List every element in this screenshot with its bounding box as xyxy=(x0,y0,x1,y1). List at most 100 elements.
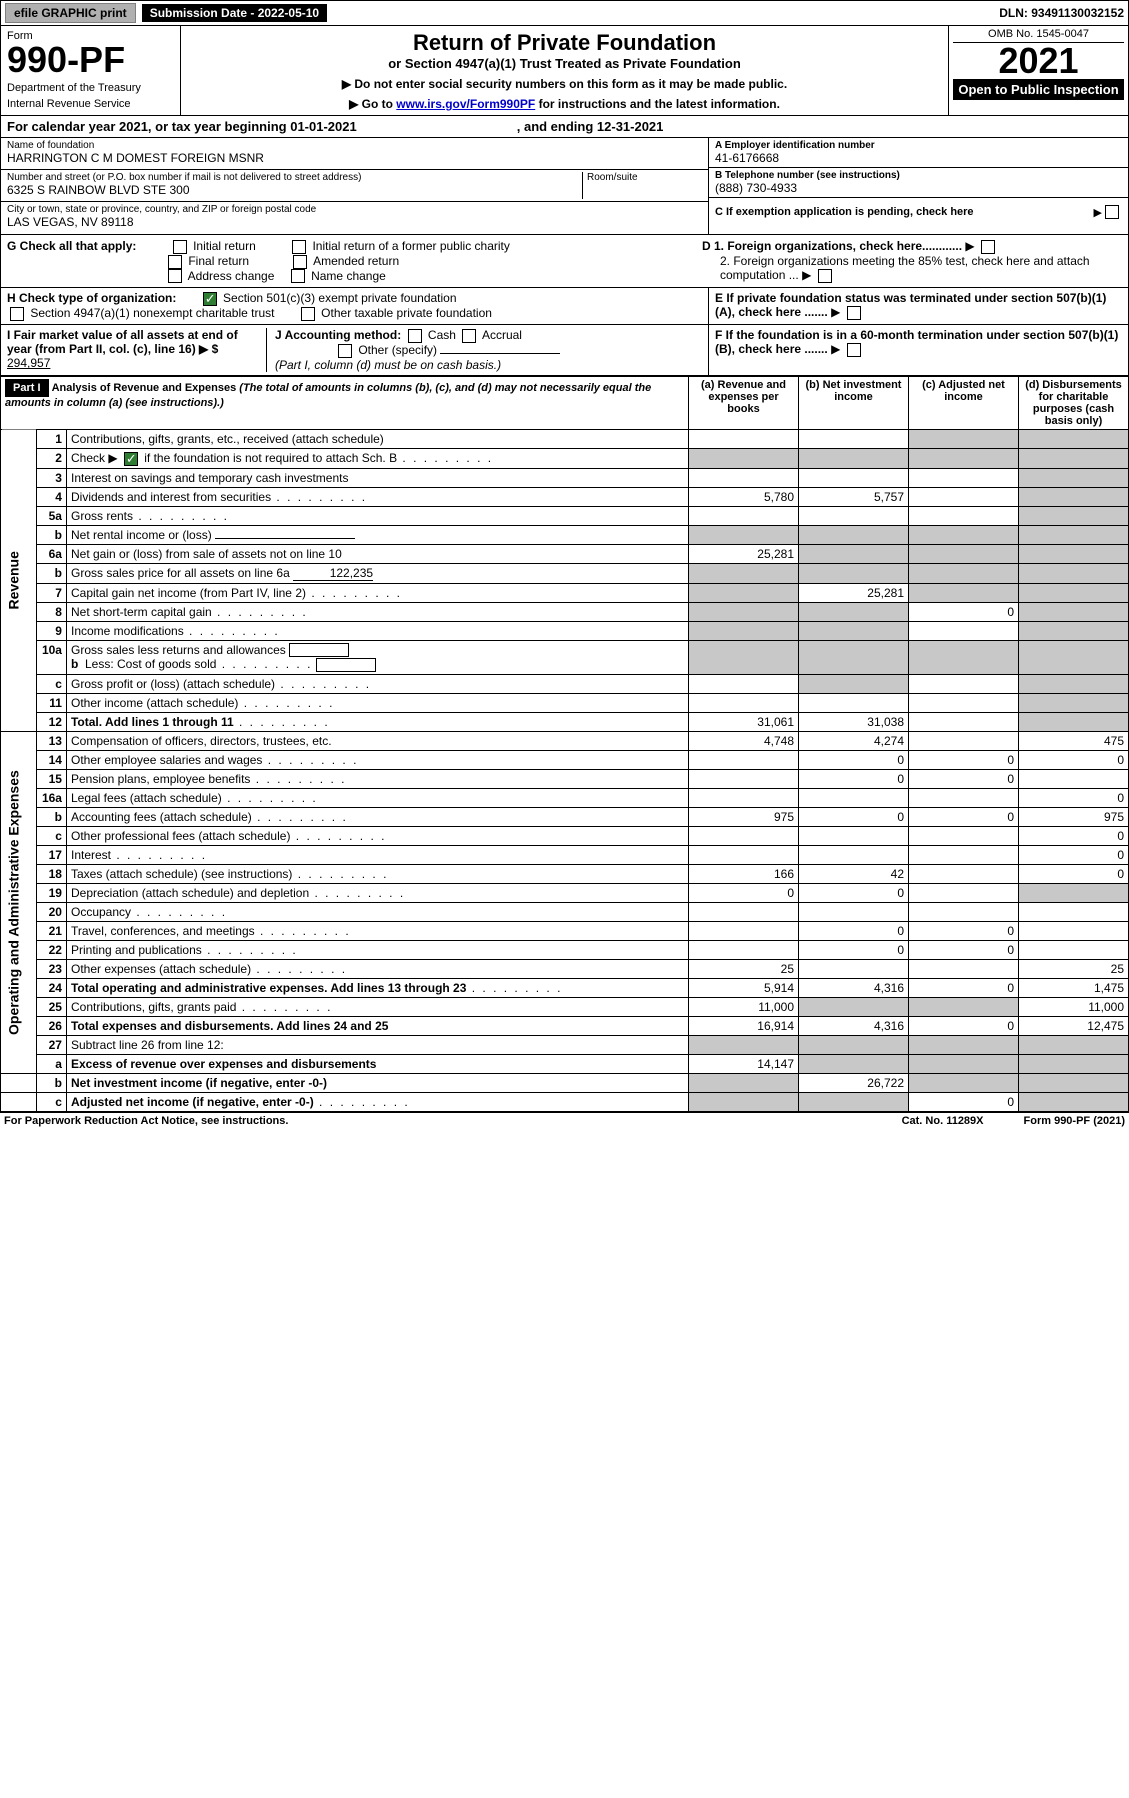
row-desc: Accounting fees (attach schedule) xyxy=(66,808,688,827)
h-4947-checkbox[interactable] xyxy=(10,307,24,321)
cell-value: 0 xyxy=(1019,827,1129,846)
cell-value: 4,748 xyxy=(689,732,799,751)
table-row: 10a Gross sales less returns and allowan… xyxy=(1,640,1129,675)
row-desc: Income modifications xyxy=(66,621,688,640)
table-row: 20 Occupancy xyxy=(1,903,1129,922)
table-row: 25 Contributions, gifts, grants paid 11,… xyxy=(1,998,1129,1017)
table-row: 3 Interest on savings and temporary cash… xyxy=(1,468,1129,487)
cell-value: 5,780 xyxy=(689,487,799,506)
e-label: E If private foundation status was termi… xyxy=(715,291,1106,319)
g-amended-checkbox[interactable] xyxy=(293,255,307,269)
row-desc: Net short-term capital gain xyxy=(66,602,688,621)
form-header: Form 990-PF Department of the Treasury I… xyxy=(0,26,1129,116)
cell-value: 5,914 xyxy=(689,979,799,998)
section-i-j-f: I Fair market value of all assets at end… xyxy=(0,325,1129,376)
row-desc: Interest on savings and temporary cash i… xyxy=(66,468,688,487)
row-desc: Excess of revenue over expenses and disb… xyxy=(66,1055,688,1074)
city-cell: City or town, state or province, country… xyxy=(1,202,708,234)
form990pf-link[interactable]: www.irs.gov/Form990PF xyxy=(396,97,535,111)
g-initial-former-label: Initial return of a former public charit… xyxy=(312,239,509,253)
top-bar: efile GRAPHIC print Submission Date - 20… xyxy=(0,0,1129,26)
table-row: 17 Interest 0 xyxy=(1,846,1129,865)
d2-checkbox[interactable] xyxy=(818,269,832,283)
form-number: 990-PF xyxy=(7,42,174,78)
h-501c3-checkbox[interactable] xyxy=(203,292,217,306)
row-num: 24 xyxy=(36,979,66,998)
cell-value: 0 xyxy=(909,1093,1019,1112)
cell-value: 0 xyxy=(909,808,1019,827)
cell-value: 0 xyxy=(1019,865,1129,884)
g-name-change-checkbox[interactable] xyxy=(291,269,305,283)
section-g: G Check all that apply: Initial return I… xyxy=(7,239,662,283)
row-desc: Capital gain net income (from Part IV, l… xyxy=(66,583,688,602)
j-accrual-checkbox[interactable] xyxy=(462,329,476,343)
table-row: 19 Depreciation (attach schedule) and de… xyxy=(1,884,1129,903)
expenses-side-label: Operating and Administrative Expenses xyxy=(1,732,37,1074)
row-num: 5a xyxy=(36,506,66,525)
tax-year: 2021 xyxy=(953,43,1124,79)
address-label: Number and street (or P.O. box number if… xyxy=(7,172,582,183)
table-row: 22 Printing and publications 0 0 xyxy=(1,941,1129,960)
cell-value: 975 xyxy=(1019,808,1129,827)
arrow-icon: ▶ xyxy=(831,305,840,319)
row-num: c xyxy=(36,827,66,846)
f-checkbox[interactable] xyxy=(847,343,861,357)
table-row: 4 Dividends and interest from securities… xyxy=(1,487,1129,506)
table-row: 6a Net gain or (loss) from sale of asset… xyxy=(1,544,1129,563)
e-checkbox[interactable] xyxy=(847,306,861,320)
cell-value: 475 xyxy=(1019,732,1129,751)
table-row: 8 Net short-term capital gain 0 xyxy=(1,602,1129,621)
cell-value: 25 xyxy=(1019,960,1129,979)
cell-value: 0 xyxy=(1019,789,1129,808)
d1-label: D 1. Foreign organizations, check here..… xyxy=(702,239,962,253)
cell-value: 12,475 xyxy=(1019,1017,1129,1036)
dln-label: DLN: 93491130032152 xyxy=(999,6,1124,20)
table-row: b Gross sales price for all assets on li… xyxy=(1,563,1129,583)
g-initial-return-checkbox[interactable] xyxy=(173,240,187,254)
sch-b-checkbox[interactable] xyxy=(124,452,138,466)
row-desc: Check ▶ if the foundation is not require… xyxy=(66,448,688,468)
row-num: 7 xyxy=(36,583,66,602)
j-other-checkbox[interactable] xyxy=(338,344,352,358)
h-other-taxable-checkbox[interactable] xyxy=(301,307,315,321)
row-num: 13 xyxy=(36,732,66,751)
h-other-taxable-label: Other taxable private foundation xyxy=(321,306,492,320)
g-label: G Check all that apply: xyxy=(7,239,136,253)
row-desc: Compensation of officers, directors, tru… xyxy=(66,732,688,751)
table-row: c Adjusted net income (if negative, ente… xyxy=(1,1093,1129,1112)
table-row: 15 Pension plans, employee benefits 0 0 xyxy=(1,770,1129,789)
d1-checkbox[interactable] xyxy=(981,240,995,254)
g-final-return-checkbox[interactable] xyxy=(168,255,182,269)
section-h: H Check type of organization: Section 50… xyxy=(1,288,708,324)
info-left: Name of foundation HARRINGTON C M DOMEST… xyxy=(1,138,708,234)
j-accrual-label: Accrual xyxy=(482,328,522,342)
form-note-1: ▶ Do not enter social security numbers o… xyxy=(189,77,940,91)
row-desc: Contributions, gifts, grants paid xyxy=(66,998,688,1017)
part1-table: Part I Analysis of Revenue and Expenses … xyxy=(0,376,1129,1112)
table-row: 16a Legal fees (attach schedule) 0 xyxy=(1,789,1129,808)
g-amended-label: Amended return xyxy=(313,254,399,268)
g-address-change-label: Address change xyxy=(188,269,275,283)
table-row: 26 Total expenses and disbursements. Add… xyxy=(1,1017,1129,1036)
row-desc: Subtract line 26 from line 12: xyxy=(66,1036,688,1055)
table-row: 2 Check ▶ if the foundation is not requi… xyxy=(1,448,1129,468)
efile-print-button[interactable]: efile GRAPHIC print xyxy=(5,3,136,23)
row-desc: Other expenses (attach schedule) xyxy=(66,960,688,979)
cell-value: 0 xyxy=(799,941,909,960)
g-address-change-checkbox[interactable] xyxy=(168,269,182,283)
j-cash-checkbox[interactable] xyxy=(408,329,422,343)
table-row: 24 Total operating and administrative ex… xyxy=(1,979,1129,998)
cal-year-end: , and ending 12-31-2021 xyxy=(517,119,664,134)
address-cell: Number and street (or P.O. box number if… xyxy=(1,170,708,202)
cell-value: 0 xyxy=(909,1017,1019,1036)
row-desc: Gross rents xyxy=(66,506,688,525)
table-row: 21 Travel, conferences, and meetings 0 0 xyxy=(1,922,1129,941)
g-initial-former-checkbox[interactable] xyxy=(292,240,306,254)
table-row: c Other professional fees (attach schedu… xyxy=(1,827,1129,846)
arrow-icon: ▶ xyxy=(965,239,974,253)
h-4947-label: Section 4947(a)(1) nonexempt charitable … xyxy=(30,306,274,320)
exemption-checkbox[interactable] xyxy=(1105,205,1119,219)
row-num: 17 xyxy=(36,846,66,865)
table-row: 11 Other income (attach schedule) xyxy=(1,694,1129,713)
f-label: F If the foundation is in a 60-month ter… xyxy=(715,328,1118,356)
